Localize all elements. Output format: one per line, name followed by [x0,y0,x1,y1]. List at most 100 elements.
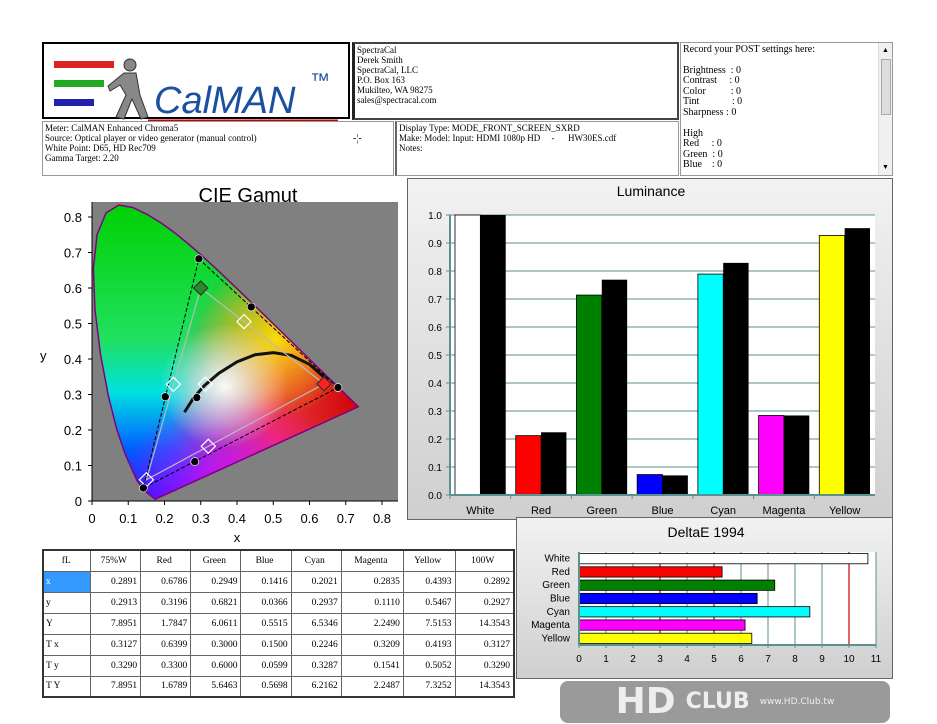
scrollbar[interactable]: ▲ ▼ [878,43,892,175]
y-tick-label: 0.4 [64,352,82,367]
table-row: T y 0.3290 0.3300 0.6000 0.0599 0.3287 0.1541 0… [42,654,515,677]
table-cell[interactable]: 0.6786 [140,570,192,593]
table-cell[interactable]: 14.3543 [454,612,515,635]
table-cell[interactable]: 0.5698 [240,675,292,698]
text-line: Notes: [399,143,423,153]
table-cell[interactable]: 2.2487 [340,675,404,698]
table-cell[interactable]: T y [42,654,91,677]
scroll-thumb[interactable] [881,59,891,115]
cie-gamut-chart: CIE Gamut 0 0.1 0.2 0.3 0.4 0.5 0.6 0.7 0.8 0 0.1 0.… [40,185,398,545]
column-header[interactable]: fL [42,549,91,572]
table-cell[interactable]: 0.5467 [402,591,456,614]
column-header[interactable]: Green [190,549,242,572]
table-cell[interactable]: 2.2490 [340,612,404,635]
bar-measured [515,435,542,496]
column-header[interactable]: 75%W [89,549,142,572]
table-cell[interactable]: 0.3287 [290,654,342,677]
logo-blue-bar [54,99,95,106]
column-header[interactable]: Blue [240,549,292,572]
table-cell[interactable]: 0.4393 [402,570,456,593]
table-cell[interactable]: 0.0366 [240,591,292,614]
table-cell[interactable]: 7.8951 [89,675,142,698]
table-cell[interactable]: 0.2246 [290,633,342,656]
table-cell[interactable]: 7.3252 [402,675,456,698]
table-cell[interactable]: 0.1500 [240,633,292,656]
x-tick-label: 9 [819,654,825,665]
table-cell[interactable]: 0.3290 [454,654,515,677]
table-cell[interactable]: y [42,591,91,614]
x-tick-label: 5 [711,654,717,665]
measurement-table: fL 75%W Red Green Blue Cyan Magenta Yellow 100W x… [42,549,515,698]
table-cell[interactable]: 0.2892 [454,570,515,593]
table-cell[interactable]: x [42,570,91,593]
table-cell[interactable]: T Y [42,675,91,698]
table-cell[interactable]: 6.5346 [290,612,342,635]
table-cell[interactable]: 7.5153 [402,612,456,635]
table-cell[interactable]: 0.3209 [340,633,404,656]
table-cell[interactable]: 14.3543 [454,675,515,698]
y-tick-label: 0.8 [64,210,82,225]
x-tick-label: 0.2 [155,511,173,526]
table-cell[interactable]: 0.3300 [140,654,192,677]
table-cell[interactable]: 0.5052 [402,654,456,677]
meter-info: Meter: CalMAN Enhanced Chroma5 Source: Op… [42,121,394,176]
watermark-url: www.HD.Club.tw [759,697,835,707]
scroll-down-icon[interactable]: ▼ [882,163,889,172]
table-cell[interactable]: 0.2937 [290,591,342,614]
table-cell[interactable]: 6.2162 [290,675,342,698]
text-line: Red : 0 [683,138,722,150]
deltae-bar [578,592,758,605]
post-settings-notes[interactable]: Record your POST settings here: Brightnes… [680,42,893,176]
x-tick-label: White [466,505,494,517]
table-cell[interactable]: 0.5515 [240,612,292,635]
table-cell[interactable]: Y [42,612,91,635]
luminance-panel: Luminance 0.0 0.1 0.2 0.3 0.4 0.5 0.6 0.7 0.8 0.9 1… [407,178,893,520]
x-tick-label: Green [586,505,617,517]
table-cell[interactable]: 0.2913 [89,591,142,614]
x-tick-label: 4 [684,654,690,665]
table-cell[interactable]: 1.6789 [140,675,192,698]
table-cell[interactable]: 0.4193 [402,633,456,656]
column-header[interactable]: 100W [454,549,515,572]
column-header[interactable]: Cyan [290,549,342,572]
table-cell[interactable]: 0.1416 [240,570,292,593]
column-header[interactable]: Red [140,549,192,572]
table-cell[interactable]: 0.6000 [190,654,242,677]
table-cell[interactable]: 0.3290 [89,654,142,677]
table-cell[interactable]: 0.3127 [89,633,142,656]
table-cell[interactable]: 0.1110 [340,591,404,614]
measured-point [192,393,202,402]
table-cell[interactable]: 7.8951 [89,612,142,635]
table-cell[interactable]: 1.7847 [140,612,192,635]
x-tick-label: 0.3 [192,511,210,526]
column-header[interactable]: Magenta [340,549,404,572]
text-line: Meter: CalMAN Enhanced Chroma5 [45,123,179,133]
table-cell[interactable]: 0.2835 [340,570,404,593]
table-cell[interactable]: T x [42,633,91,656]
x-tick-label: 10 [843,654,855,665]
table-cell[interactable]: 0.0599 [240,654,292,677]
table-cell[interactable]: 0.2927 [454,591,515,614]
table-cell[interactable]: 5.6463 [190,675,242,698]
column-header[interactable]: Yellow [402,549,456,572]
table-row: x 0.2891 0.6786 0.2949 0.1416 0.2021 0.2835 0.4… [42,570,515,593]
table-cell[interactable]: 0.2949 [190,570,242,593]
x-tick-label: Magenta [763,505,807,517]
table-cell[interactable]: 0.3127 [454,633,515,656]
table-cell[interactable]: 0.2021 [290,570,342,593]
measured-point [333,383,343,392]
table-cell[interactable]: 0.3000 [190,633,242,656]
table-cell[interactable]: 0.1541 [340,654,404,677]
table-cell[interactable]: 6.0611 [190,612,242,635]
display-info: Display Type: MODE_FRONT_SCREEN_SXRD Make… [395,121,679,176]
text-line: Contrast : 0 [683,75,740,87]
target-point [236,313,252,330]
table-cell[interactable]: 0.6399 [140,633,192,656]
table-cell[interactable]: 0.6821 [190,591,242,614]
deltae-bar [578,566,723,578]
scroll-up-icon[interactable]: ▲ [882,46,889,54]
table-cell[interactable]: 0.3196 [140,591,192,614]
bar-measured [454,214,481,496]
table-cell[interactable]: 0.2891 [89,570,142,593]
y-tick-label: 0.3 [64,388,82,403]
